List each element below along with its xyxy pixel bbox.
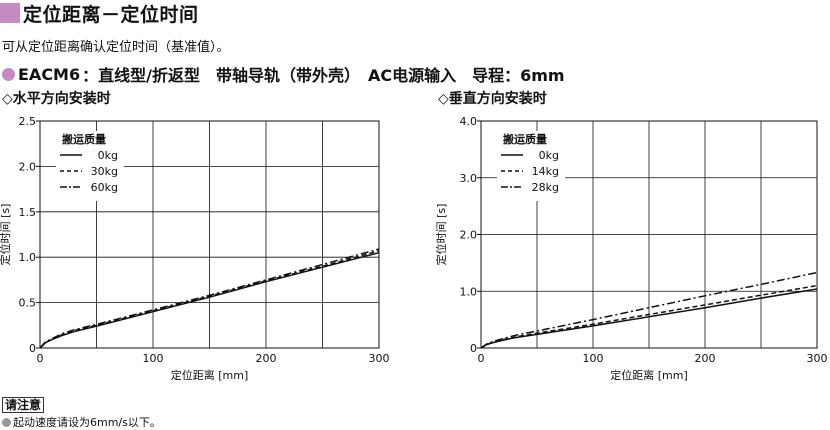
y-tick-label: 1.0 — [460, 285, 478, 298]
model-description: ：直线型/折返型 带轴导轨（带外壳） AC电源输入 导程：6mm — [82, 66, 565, 85]
series-line-60kg — [39, 248, 380, 349]
y-tick-label: 1.5 — [19, 206, 37, 219]
model-name: EACM6 — [18, 64, 81, 84]
legend-entry: 60kg — [91, 181, 118, 194]
legend-title: 搬运质量 — [62, 132, 106, 146]
legend-title: 搬运质量 — [503, 132, 547, 146]
x-tick-label: 200 — [256, 352, 277, 365]
y-axis-label: 定位时间 [s] — [0, 204, 12, 266]
bullet-dot-icon — [2, 67, 15, 81]
x-tick-label: 300 — [807, 352, 828, 365]
y-tick-label: 2.5 — [19, 115, 37, 128]
x-tick-label: 100 — [583, 352, 604, 365]
chart-horizontal: 0 100 200 300 0 0.5 1.0 1.5 2.0 2.5 定位距离 [mm] 定位时间 … — [0, 115, 390, 382]
y-tick-label: 0 — [470, 342, 477, 355]
note-bullet-icon — [2, 417, 11, 427]
legend-entry: 28kg — [532, 181, 559, 194]
x-axis-label: 定位距离 [mm] — [171, 368, 249, 382]
y-tick-label: 4.0 — [460, 115, 478, 128]
series-line-14kg — [480, 284, 818, 349]
y-tick-label: 0 — [29, 342, 36, 355]
x-axis-label: 定位距离 [mm] — [610, 368, 688, 382]
x-tick-label: 0 — [37, 352, 44, 365]
y-tick-label: 1.0 — [19, 251, 37, 264]
page-subtitle: 可从定位距离确认定位时间（基准值）。 — [2, 40, 230, 55]
chart-vertical: 0 100 200 300 0 1.0 2.0 3.0 4.0 定位距离 [mm] 定位时间 [s]… — [436, 115, 828, 382]
series-line-30kg — [39, 250, 380, 349]
y-tick-label: 2.0 — [19, 160, 37, 173]
legend-entry: 0kg — [539, 149, 559, 162]
legend-box — [56, 131, 124, 201]
chart-title-vertical: ◇垂直方向安装时 — [438, 91, 547, 107]
y-axis-label: 定位时间 [s] — [436, 204, 448, 266]
y-tick-label: 2.0 — [460, 229, 478, 242]
legend-box — [497, 131, 565, 201]
model-line: EACM6 ：直线型/折返型 带轴导轨（带外壳） AC电源输入 导程：6mm — [2, 62, 565, 86]
header-square-icon — [0, 3, 20, 23]
x-tick-label: 300 — [369, 352, 390, 365]
legend-entry: 30kg — [91, 165, 118, 178]
legend-entry: 14kg — [532, 165, 559, 178]
x-tick-label: 0 — [478, 352, 485, 365]
section-header: 定位距离－定位时间 — [0, 0, 199, 26]
notice-label: 请注意 — [2, 397, 45, 413]
notice-note: 起动速度请设为6mm/s以下。 — [2, 414, 161, 430]
chart-title-horizontal: ◇水平方向安装时 — [2, 91, 111, 107]
x-tick-label: 200 — [695, 352, 716, 365]
page-title: 定位距离－定位时间 — [23, 3, 199, 26]
x-tick-label: 100 — [143, 352, 164, 365]
legend-entry: 0kg — [98, 149, 118, 162]
notice-text: 起动速度请设为6mm/s以下。 — [13, 416, 161, 429]
y-tick-label: 3.0 — [460, 172, 478, 185]
y-tick-label: 0.5 — [19, 297, 37, 310]
series-line-28kg — [480, 271, 818, 349]
